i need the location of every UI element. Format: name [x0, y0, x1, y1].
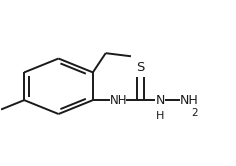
Text: NH: NH	[180, 94, 199, 107]
Text: H: H	[156, 111, 165, 122]
Text: 2: 2	[191, 108, 198, 118]
Text: N: N	[155, 94, 165, 107]
Text: S: S	[136, 61, 144, 74]
Text: NH: NH	[110, 94, 128, 107]
